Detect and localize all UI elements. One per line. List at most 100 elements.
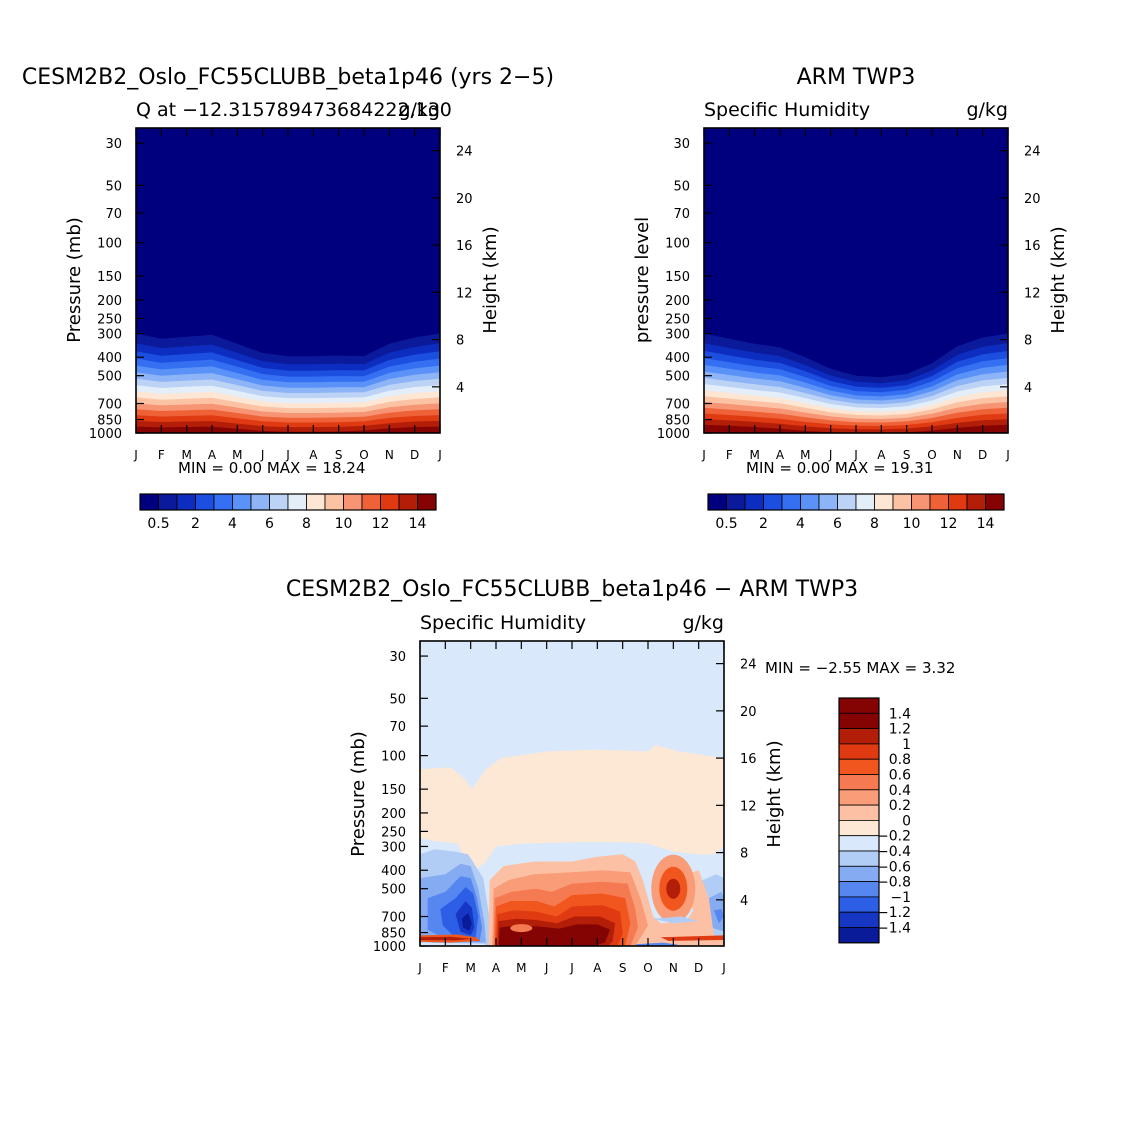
colorbar-box <box>306 493 326 511</box>
height-tick-label: 4 <box>740 894 748 909</box>
month-tick-label: F <box>442 961 449 975</box>
colorbar-box <box>911 493 931 511</box>
colorbar-label: 1 <box>902 737 911 753</box>
colorbar-box <box>838 927 880 944</box>
month-tick-label: M <box>749 448 759 462</box>
colorbar-box <box>781 493 801 511</box>
height-tick-label: 12 <box>456 286 473 301</box>
month-tick-label: J <box>417 961 422 975</box>
pressure-tick-label: 250 <box>381 825 406 840</box>
pressure-tick-label: 700 <box>97 398 122 413</box>
colorbar-frame <box>838 697 880 944</box>
pressure-tick-label: 500 <box>97 370 122 385</box>
pressure-tick-label: 850 <box>665 414 690 429</box>
colorbar-box <box>380 493 400 511</box>
colorbar-box <box>838 712 880 729</box>
pressure-tick-label: 300 <box>665 327 690 342</box>
colorbar-box <box>838 911 880 928</box>
colorbar-frame <box>707 493 1005 511</box>
colorbar-label: 1.4 <box>889 706 911 722</box>
pressure-tick-label: 150 <box>97 270 122 285</box>
colorbar-box <box>139 493 159 511</box>
panel3-ylabel: Pressure (mb) <box>348 731 369 857</box>
contour-band <box>660 935 724 941</box>
pressure-tick-label: 700 <box>665 398 690 413</box>
colorbar-box <box>855 493 875 511</box>
colorbar-box <box>176 493 196 511</box>
pressure-tick-label: 70 <box>673 207 690 222</box>
colorbar-box <box>838 774 880 791</box>
colorbar-box <box>417 493 437 511</box>
colorbar-box <box>744 493 764 511</box>
pressure-tick-label: 100 <box>381 750 406 765</box>
height-tick-label: 20 <box>1024 192 1041 207</box>
colorbar-box <box>250 493 270 511</box>
pressure-tick-label: 500 <box>381 883 406 898</box>
colorbar-label: 6 <box>265 516 274 532</box>
height-tick-label: 8 <box>456 334 464 349</box>
pressure-tick-label: 700 <box>381 911 406 926</box>
pressure-tick-label: 400 <box>97 351 122 366</box>
colorbar-label: 4 <box>796 516 805 532</box>
month-tick-label: J <box>569 961 574 975</box>
colorbar-box <box>985 493 1005 511</box>
pressure-tick-label: 30 <box>389 650 406 665</box>
height-tick-label: 20 <box>740 705 757 720</box>
month-tick-label: J <box>1005 448 1010 462</box>
colorbar-label: −1 <box>890 890 911 906</box>
panel3-minmax: MIN = −2.55 MAX = 3.32 <box>765 659 955 677</box>
colorbar-label: 14 <box>977 516 995 532</box>
pressure-tick-label: 200 <box>665 294 690 309</box>
colorbar-label: 8 <box>870 516 879 532</box>
colorbar-box <box>838 743 880 760</box>
pressure-tick-label: 1000 <box>89 427 122 442</box>
contour-fill-group <box>420 641 724 946</box>
colorbar-label: 0.5 <box>147 516 169 532</box>
pressure-tick-label: 150 <box>381 783 406 798</box>
colorbar-box <box>726 493 746 511</box>
colorbar-box <box>707 493 727 511</box>
height-tick-label: 12 <box>740 799 757 814</box>
contour-band <box>635 942 679 946</box>
panel2-minmax: MIN = 0.00 MAX = 19.31 <box>746 459 933 477</box>
month-tick-label: A <box>776 448 785 462</box>
colorbar-label: 4 <box>228 516 237 532</box>
month-tick-label: M <box>516 961 526 975</box>
colorbar-box <box>800 493 820 511</box>
panel1-ylabel-right: Height (km) <box>480 226 501 333</box>
colorbar-label: −0.8 <box>877 875 911 891</box>
panel2-ylabel-right: Height (km) <box>1048 226 1069 333</box>
month-tick-label: D <box>410 448 419 462</box>
colorbar-frame <box>139 493 437 511</box>
month-tick-label: A <box>593 961 602 975</box>
panel1-title: CESM2B2_Oslo_FC55CLUBB_beta1p46 (yrs 2−5… <box>22 65 554 90</box>
pressure-tick-label: 500 <box>665 370 690 385</box>
panel2-ylabel: pressure level <box>632 217 653 343</box>
contour-band <box>420 745 724 875</box>
colorbar-label: 10 <box>335 516 353 532</box>
height-tick-label: 8 <box>740 847 748 862</box>
contour-fill-group <box>704 128 1008 433</box>
month-tick-label: D <box>694 961 703 975</box>
pressure-tick-label: 150 <box>665 270 690 285</box>
month-tick-label: O <box>643 961 652 975</box>
colorbar-label: 2 <box>759 516 768 532</box>
colorbar-box <box>763 493 783 511</box>
height-tick-label: 4 <box>1024 381 1032 396</box>
height-tick-label: 12 <box>1024 286 1041 301</box>
month-tick-label: J <box>721 961 726 975</box>
colorbar-box <box>361 493 381 511</box>
colorbar-box <box>287 493 307 511</box>
month-tick-label: J <box>260 448 265 462</box>
colorbar-label: 14 <box>409 516 427 532</box>
panel1-minmax: MIN = 0.00 MAX = 18.24 <box>178 459 365 477</box>
month-tick-label: J <box>285 448 290 462</box>
pressure-tick-label: 30 <box>673 137 690 152</box>
month-tick-label: D <box>978 448 987 462</box>
pressure-tick-label: 50 <box>673 179 690 194</box>
month-tick-label: M <box>465 961 475 975</box>
colorbar-box <box>838 697 880 714</box>
